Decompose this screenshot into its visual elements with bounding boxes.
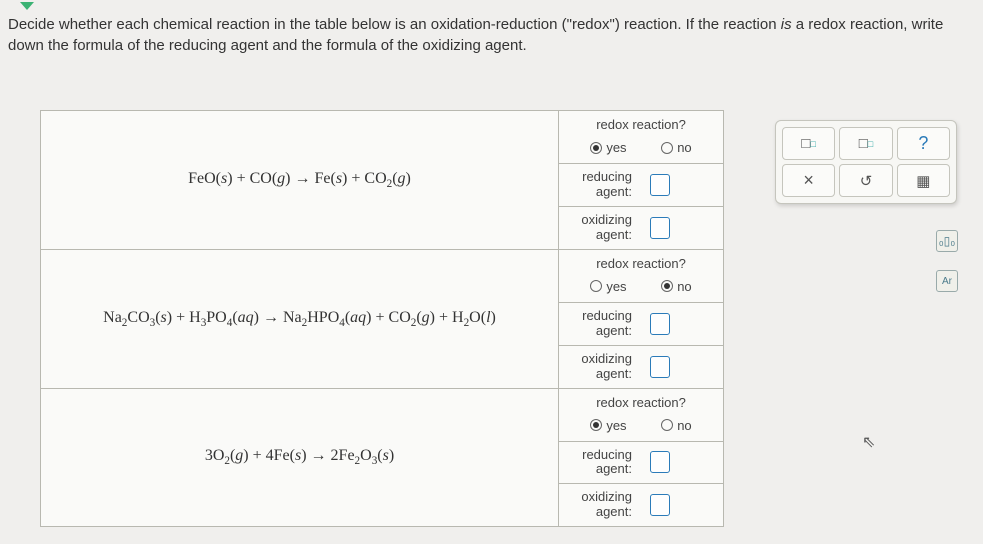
reactions-table: FeO(s) + CO(g) → Fe(s) + CO2(g) redox re…: [40, 110, 724, 527]
radio-yes-3-icon: [590, 419, 602, 431]
subscript-button[interactable]: □□: [839, 127, 892, 160]
oxidizing-agent-row-3: oxidizingagent:: [559, 484, 724, 527]
oxidizing-agent-label: oxidizingagent:: [567, 490, 632, 520]
yes-option-1[interactable]: yes: [590, 140, 626, 155]
oxidizing-agent-label: oxidizingagent:: [567, 213, 632, 243]
redox-question-label: redox reaction?: [563, 395, 719, 410]
reducing-agent-input-1[interactable]: [650, 174, 670, 196]
radio-yes-2-icon: [590, 280, 602, 292]
no-option-1[interactable]: no: [661, 140, 691, 155]
radio-no-1-icon: [661, 142, 673, 154]
superscript-button[interactable]: □□: [782, 127, 835, 160]
formula-toolbar: □□ □□ ? × ↺ ▦: [775, 120, 957, 204]
oxidizing-agent-input-3[interactable]: [650, 494, 670, 516]
no-option-2[interactable]: no: [661, 279, 691, 294]
redox-header-3: redox reaction? yes no: [559, 388, 724, 441]
close-icon: ×: [803, 170, 814, 191]
yes-option-3[interactable]: yes: [590, 418, 626, 433]
yes-option-2[interactable]: yes: [590, 279, 626, 294]
equation-cell-1: FeO(s) + CO(g) → Fe(s) + CO2(g): [41, 111, 559, 250]
reducing-agent-row-2: reducingagent:: [559, 302, 724, 345]
grid-icon: ▦: [916, 172, 930, 190]
reducing-agent-row-1: reducingagent:: [559, 164, 724, 207]
radio-yes-1-icon: [590, 142, 602, 154]
redox-header-2: redox reaction? yes no: [559, 249, 724, 302]
question-instructions: Decide whether each chemical reaction in…: [8, 14, 963, 56]
redox-header-1: redox reaction? yes no: [559, 111, 724, 164]
clear-button[interactable]: ×: [782, 164, 835, 197]
reducing-agent-row-3: reducingagent:: [559, 441, 724, 484]
reducing-agent-input-3[interactable]: [650, 451, 670, 473]
equation-cell-2: Na2CO3(s) + H3PO4(aq) → Na2HPO4(aq) + CO…: [41, 249, 559, 388]
radio-no-2-icon: [661, 280, 673, 292]
reducing-agent-input-2[interactable]: [650, 313, 670, 335]
radio-row-2: yes no: [563, 275, 719, 300]
instructions-italic: is: [781, 16, 792, 33]
reducing-agent-label: reducingagent:: [567, 309, 632, 339]
bar-chart-icon[interactable]: ₀▯₀: [936, 230, 958, 252]
oxidizing-agent-label: oxidizingagent:: [567, 352, 632, 382]
redox-question-label: redox reaction?: [563, 256, 719, 271]
oxidizing-agent-input-1[interactable]: [650, 217, 670, 239]
side-tool-column: ₀▯₀ Ar: [935, 120, 959, 292]
equation-cell-3: 3O2(g) + 4Fe(s) → 2Fe2O3(s): [41, 388, 559, 527]
expand-chevron-icon[interactable]: [20, 2, 34, 10]
instructions-text-1: Decide whether each chemical reaction in…: [8, 16, 781, 33]
undo-icon: ↺: [860, 172, 873, 190]
reducing-agent-label: reducingagent:: [567, 170, 632, 200]
no-option-3[interactable]: no: [661, 418, 691, 433]
radio-no-3-icon: [661, 419, 673, 431]
reset-button[interactable]: ↺: [839, 164, 892, 197]
radio-row-3: yes no: [563, 414, 719, 439]
oxidizing-agent-row-2: oxidizingagent:: [559, 345, 724, 388]
oxidizing-agent-input-2[interactable]: [650, 356, 670, 378]
oxidizing-agent-row-1: oxidizingagent:: [559, 206, 724, 249]
periodic-table-icon[interactable]: Ar: [936, 270, 958, 292]
redox-question-label: redox reaction?: [563, 117, 719, 132]
radio-row-1: yes no: [563, 136, 719, 161]
mouse-cursor-icon: ⇖: [862, 432, 875, 452]
reducing-agent-label: reducingagent:: [567, 448, 632, 478]
